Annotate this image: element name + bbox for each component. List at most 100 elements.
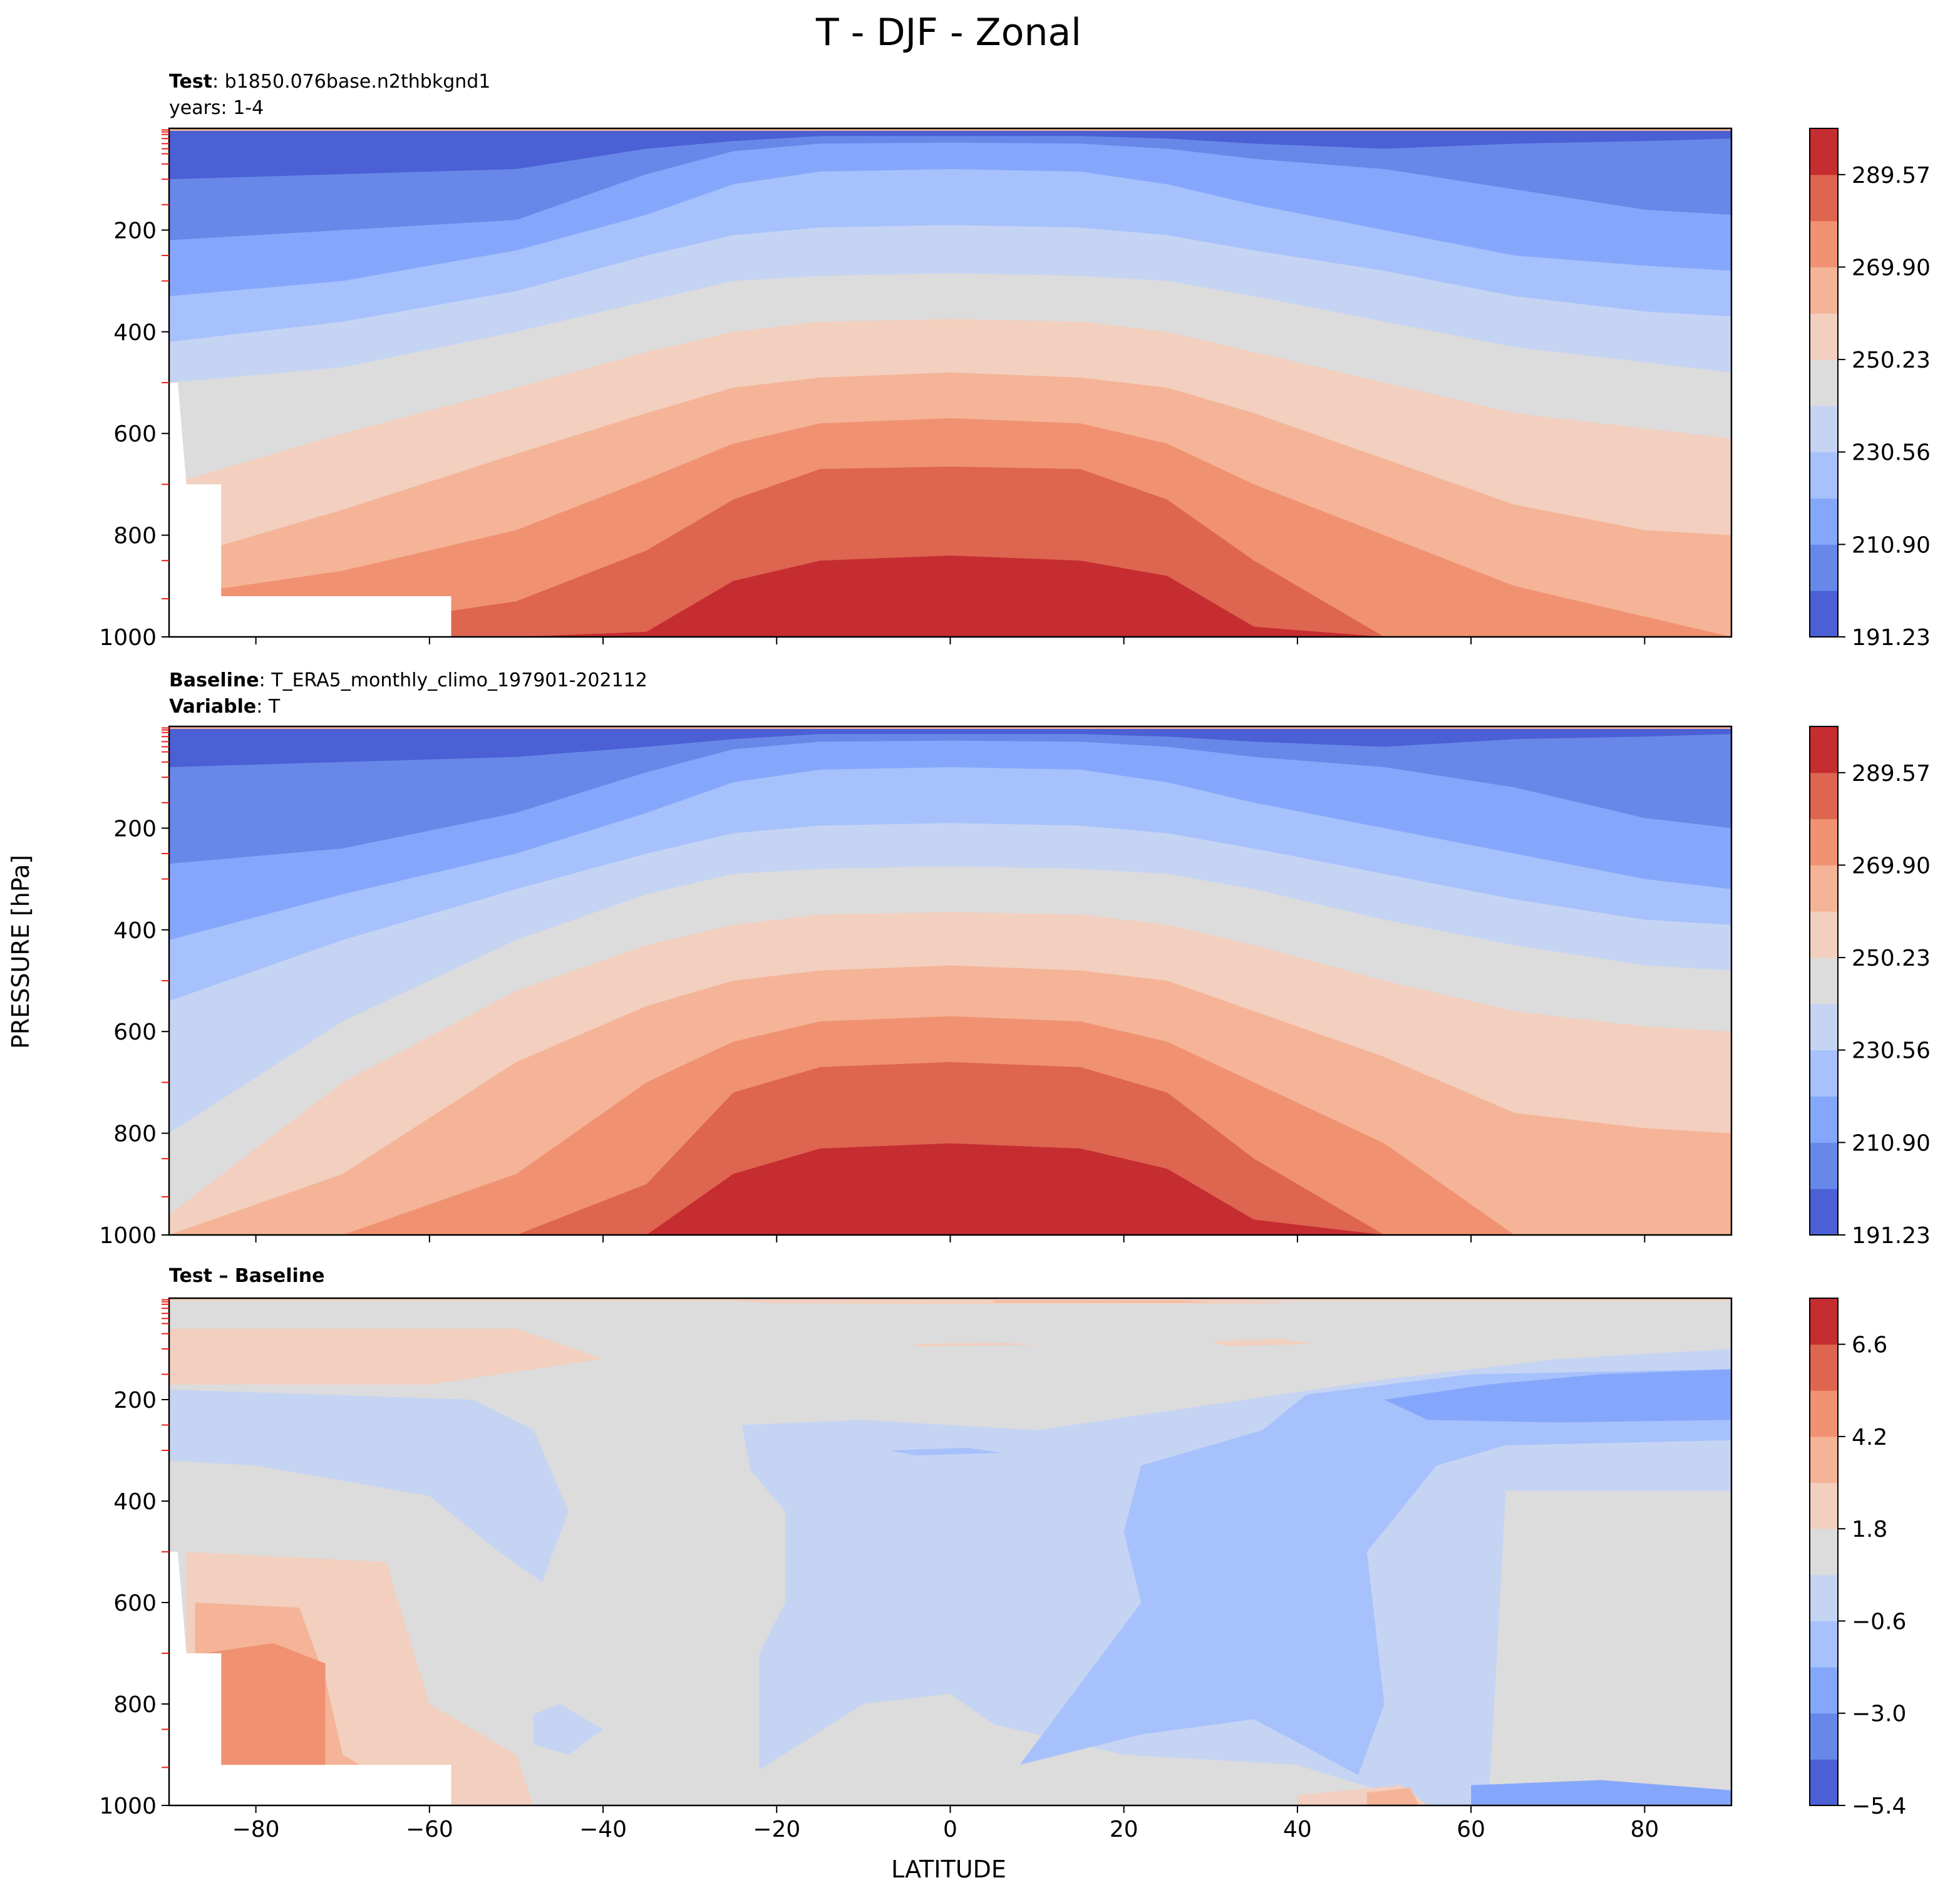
y-tick-label: 1000 (99, 1223, 157, 1249)
colorbar-tick-label: 269.90 (1852, 853, 1931, 879)
colorbar-swatch (1810, 772, 1838, 820)
y-tick-label: 600 (113, 1020, 157, 1045)
x-tick-label: 40 (1283, 1817, 1312, 1842)
colorbar-tick-label: −3.0 (1852, 1701, 1906, 1727)
colorbar-swatch (1810, 128, 1838, 175)
contour-region (916, 1343, 1038, 1346)
y-tick-label: 800 (113, 524, 157, 549)
contour-band (169, 726, 1731, 729)
colorbar: 289.57 269.90 250.23 230.56 210.90 191.23 (1809, 726, 1931, 1249)
missing-data-region (169, 1552, 451, 1805)
panel-header-line: Test – Baseline (169, 1265, 325, 1287)
contour-region (204, 1643, 326, 1800)
colorbar-swatch (1810, 1390, 1838, 1437)
panel-header-bold: Variable (169, 696, 256, 718)
colorbar-swatch (1810, 1050, 1838, 1097)
panel-header-text: : b1850.076base.n2thbkgnd1 (212, 71, 490, 93)
colorbar-tick-label: 191.23 (1852, 1223, 1931, 1249)
colorbar-swatch (1810, 174, 1838, 222)
panel-baseline: 200 400 600 800 1000 Baseline: T_ERA5_monthly… (99, 669, 1931, 1249)
panel-header-bold: Test – Baseline (169, 1265, 325, 1287)
contour-band (169, 128, 1731, 131)
y-tick-label: 800 (113, 1692, 157, 1718)
panel-header-text: years: 1-4 (169, 97, 264, 119)
colorbar-tick-label: 4.2 (1852, 1425, 1887, 1450)
colorbar-frame (1809, 726, 1839, 1236)
colorbar-tick-label: 289.57 (1852, 163, 1931, 188)
y-axis-label: PRESSURE [hPa] (7, 855, 34, 1049)
contour-region (534, 1704, 604, 1755)
colorbar-tick-label: 289.57 (1852, 761, 1931, 787)
contour-field (169, 128, 1731, 637)
contour-region (1384, 1369, 1731, 1423)
colorbar-swatch (1810, 313, 1838, 360)
colorbar-swatch (1810, 911, 1838, 958)
colorbar-swatch (1810, 405, 1838, 453)
x-tick-label: −40 (579, 1817, 627, 1842)
panel-header-line: Baseline: T_ERA5_monthly_climo_197901-20… (169, 669, 647, 691)
contour-field (169, 1298, 1731, 1805)
colorbar-tick-label: 230.56 (1852, 440, 1931, 466)
colorbar-swatch (1810, 220, 1838, 267)
colorbar-swatch (1810, 267, 1838, 314)
contour-region (1471, 1780, 1731, 1805)
contour-region (889, 1447, 1003, 1456)
colorbar-tick-label: −0.6 (1852, 1609, 1906, 1634)
contour-band (169, 1143, 1731, 1235)
x-tick-label: 20 (1110, 1817, 1138, 1842)
x-tick-label: −60 (406, 1817, 453, 1842)
contour-region (1210, 1338, 1315, 1346)
colorbar-swatch (1810, 1667, 1838, 1714)
y-tick-label: 1000 (99, 1794, 157, 1819)
panel-header-line: years: 1-4 (169, 97, 264, 119)
colorbar-tick-label: 230.56 (1852, 1038, 1931, 1064)
y-tick-label: 200 (113, 1388, 157, 1413)
colorbar-frame (1809, 128, 1839, 638)
colorbar-tick-label: 6.6 (1852, 1333, 1887, 1358)
colorbar-swatch (1810, 1482, 1838, 1529)
colorbar: 6.6 4.2 1.8 −0.6 −3.0 −5.4 (1809, 1298, 1906, 1819)
panel-header-bold: Baseline (169, 669, 259, 691)
y-tick-label: 200 (113, 218, 157, 244)
panel-header-line: Variable: T (169, 696, 281, 718)
colorbar-swatch (1810, 1529, 1838, 1576)
y-tick-label: 400 (113, 320, 157, 346)
colorbar-tick-label: 210.90 (1852, 532, 1931, 558)
missing-data-region (169, 383, 451, 637)
colorbar-swatch (1810, 1574, 1838, 1621)
y-tick-label: 400 (113, 918, 157, 944)
colorbar-swatch (1810, 958, 1838, 1004)
y-tick-label: 200 (113, 816, 157, 842)
y-tick-label: 600 (113, 421, 157, 447)
panel-header-bold: Test (169, 71, 212, 93)
colorbar-frame (1809, 1298, 1839, 1806)
colorbar-swatch (1810, 726, 1838, 773)
contour-band (169, 467, 1731, 637)
contour-band (169, 1298, 1731, 1301)
panel-test: 200 400 600 800 1000 Test: b1850.076base.n2th… (99, 71, 1931, 651)
colorbar-swatch (1810, 452, 1838, 499)
y-tick-label: 600 (113, 1591, 157, 1616)
colorbar-tick-label: −5.4 (1852, 1794, 1906, 1819)
colorbar-tick-label: 250.23 (1852, 348, 1931, 373)
y-tick-label: 800 (113, 1122, 157, 1147)
panel-diff: 200 400 600 800 1000 −80 −60 −40 −20 0 20 40 60 80 Tes… (99, 1265, 1906, 1842)
colorbar-swatch (1810, 1096, 1838, 1143)
colorbar-swatch (1810, 498, 1838, 545)
colorbar-swatch (1810, 818, 1838, 865)
x-axis-label: LATITUDE (891, 1856, 1006, 1883)
colorbar-swatch (1810, 544, 1838, 591)
colorbar-swatch (1810, 591, 1838, 638)
colorbar: 289.57 269.90 250.23 230.56 210.90 191.23 (1809, 128, 1931, 651)
x-tick-label: −80 (232, 1817, 280, 1842)
contour-region (1366, 1787, 1419, 1805)
x-tick-label: 60 (1457, 1817, 1485, 1842)
colorbar-swatch (1810, 359, 1838, 406)
contour-region (1019, 1369, 1731, 1775)
colorbar-tick-label: 1.8 (1852, 1517, 1887, 1542)
colorbar-swatch (1810, 1003, 1838, 1051)
figure-title: T - DJF - Zonal (815, 11, 1081, 54)
colorbar-swatch (1810, 865, 1838, 912)
x-tick-label: −20 (753, 1817, 800, 1842)
